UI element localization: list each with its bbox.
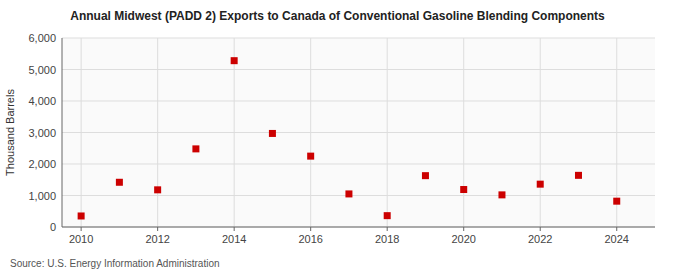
x-grid-line: [157, 38, 158, 227]
point: [498, 191, 505, 198]
plot-area: [62, 38, 655, 227]
point: [154, 186, 161, 193]
point: [384, 212, 391, 219]
axes: 0 1,000 2,000 3,000 4,000 5,000 6,000 2010 2012 2…: [28, 32, 655, 245]
point: [460, 186, 467, 193]
y-grid-line: [62, 227, 655, 228]
x-tick-mark: [81, 227, 82, 231]
x-tick-mark: [387, 227, 388, 231]
x-tick-label: 2014: [222, 233, 246, 245]
y-grid-line: [62, 132, 655, 133]
point: [422, 172, 429, 179]
x-tick-label: 2024: [604, 233, 628, 245]
y-axis-line: [62, 38, 63, 227]
y-tick-label: 2,000: [28, 158, 56, 170]
point: [575, 172, 582, 179]
y-tick-label: 3,000: [28, 127, 56, 139]
source: Source: U.S. Energy Information Administ…: [10, 258, 220, 269]
y-tick-label: 0: [50, 221, 56, 233]
point: [307, 153, 314, 160]
y-tick-label: 5,000: [28, 64, 56, 76]
grid: [62, 38, 655, 227]
x-tick-label: 2010: [69, 233, 93, 245]
y-grid-line: [62, 38, 655, 39]
chart-container: Annual Midwest (PADD 2) Exports to Canad…: [0, 0, 675, 275]
x-tick-mark: [234, 227, 235, 231]
point: [613, 198, 620, 205]
x-grid-line: [387, 38, 388, 227]
title: Annual Midwest (PADD 2) Exports to Canad…: [70, 9, 605, 23]
x-tick-label: 2020: [451, 233, 475, 245]
x-grid-line: [310, 38, 311, 227]
y-tick-label: 6,000: [28, 32, 56, 44]
point: [345, 190, 352, 197]
point: [192, 145, 199, 152]
x-tick-label: 2016: [298, 233, 322, 245]
x-tick-label: 2018: [375, 233, 399, 245]
point: [537, 181, 544, 188]
x-tick-mark: [616, 227, 617, 231]
x-tick-label: 2022: [528, 233, 552, 245]
x-tick-mark: [310, 227, 311, 231]
y-grid-line: [62, 195, 655, 196]
y-grid-line: [62, 69, 655, 70]
point: [78, 212, 85, 219]
x-grid-line: [234, 38, 235, 227]
x-tick-mark: [463, 227, 464, 231]
x-tick-mark: [157, 227, 158, 231]
y-tick-label: 1,000: [28, 190, 56, 202]
x-tick-label: 2012: [145, 233, 169, 245]
y-grid-line: [62, 164, 655, 165]
y-tick-label: 4,000: [28, 95, 56, 107]
y-grid-line: [62, 101, 655, 102]
point: [269, 130, 276, 137]
point: [231, 57, 238, 64]
x-axis-line: [62, 227, 655, 228]
y-axis-label: Thousand Barrels: [4, 89, 16, 176]
x-tick-mark: [540, 227, 541, 231]
x-grid-line: [81, 38, 82, 227]
x-grid-line: [463, 38, 464, 227]
chart-svg: Annual Midwest (PADD 2) Exports to Canad…: [0, 0, 675, 275]
x-grid-line: [540, 38, 541, 227]
point: [116, 179, 123, 186]
points: [78, 57, 621, 219]
